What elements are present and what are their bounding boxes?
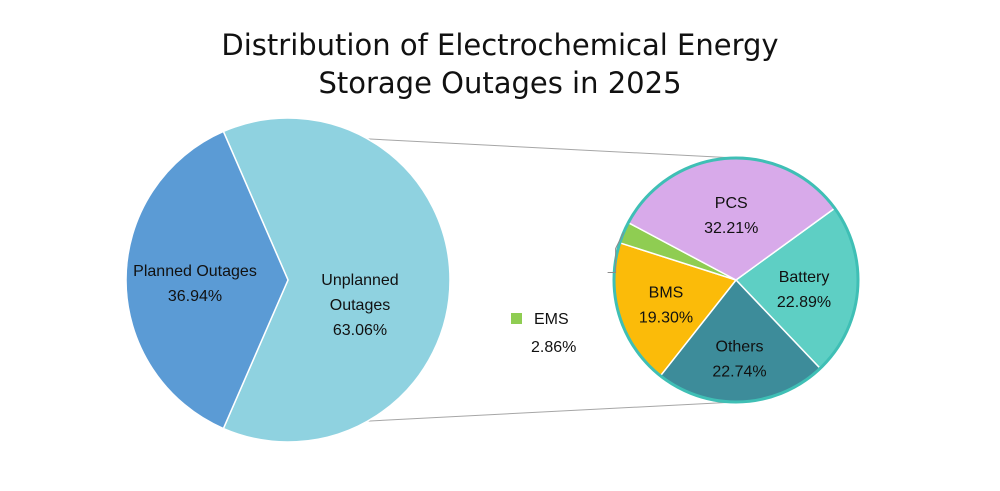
data-label-bms: BMS 19.30% bbox=[639, 284, 693, 326]
chart-title-line-1: Distribution of Electrochemical Energy bbox=[221, 28, 779, 62]
data-label-pcs: PCS 32.21% bbox=[704, 195, 758, 237]
data-label-planned-outages: Planned Outages 36.94% bbox=[133, 263, 257, 305]
legend-key-ems bbox=[511, 313, 522, 324]
data-label-unplanned-outages: Unplanned Outages 63.06% bbox=[321, 272, 398, 339]
data-label-battery: Battery 22.89% bbox=[777, 269, 831, 311]
breakdown-pie-border bbox=[612, 156, 860, 404]
slice-unplanned-outages bbox=[222, 117, 451, 443]
data-label-ems-value: 2.86% bbox=[531, 339, 576, 356]
data-label-others: Others 22.74% bbox=[712, 339, 766, 381]
chart-title: Distribution of Electrochemical Energy S… bbox=[0, 26, 1000, 102]
data-label-ems-name: EMS bbox=[534, 311, 569, 328]
chart-title-line-2: Storage Outages in 2025 bbox=[318, 66, 682, 100]
leader-line-ems bbox=[607, 232, 625, 274]
slice-planned-outages bbox=[125, 130, 289, 430]
